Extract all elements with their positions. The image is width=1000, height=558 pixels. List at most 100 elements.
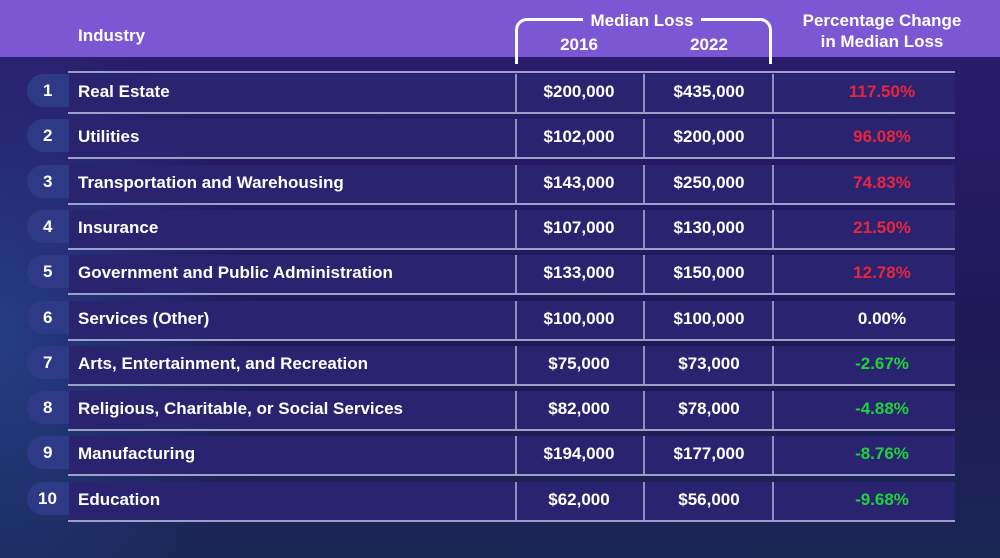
column-divider	[643, 209, 645, 248]
rank-badge: 3	[27, 164, 69, 198]
rank-badge: 6	[27, 300, 69, 334]
table-row: 10 Education $62,000 $56,000 -9.68%	[0, 477, 1000, 522]
industry-cell: Utilities	[78, 127, 140, 147]
row-band	[69, 436, 955, 475]
loss-2016-cell: $133,000	[543, 263, 615, 283]
row-band	[69, 481, 955, 520]
header-divider	[68, 71, 955, 73]
loss-2016-cell: $200,000	[543, 82, 615, 101]
column-divider	[515, 255, 517, 294]
column-divider	[772, 255, 774, 294]
column-divider	[643, 481, 645, 520]
row-divider	[68, 429, 955, 432]
year-2022-header: 2022	[690, 35, 728, 54]
column-divider	[515, 119, 517, 158]
industry-column-header: Industry	[78, 26, 146, 45]
table-row: 1 Real Estate $200,000 $435,000 117.50%	[0, 69, 1000, 114]
industry-cell: Government and Public Administration	[78, 263, 393, 283]
column-divider	[772, 300, 774, 339]
loss-2016-cell: $194,000	[543, 444, 615, 464]
percentage-change-header-line-1: Percentage Change	[802, 11, 962, 30]
industry-cell: Arts, Entertainment, and Recreation	[78, 353, 369, 373]
column-divider	[515, 300, 517, 339]
loss-2022-cell: $130,000	[673, 217, 745, 237]
row-band	[69, 300, 955, 339]
industry-cell: Transportation and Warehousing	[78, 172, 344, 192]
row-divider	[68, 383, 955, 386]
loss-2016-cell: $82,000	[548, 399, 610, 419]
row-divider	[68, 157, 955, 160]
loss-2022-cell: $100,000	[673, 308, 745, 328]
column-divider	[515, 391, 517, 430]
column-divider	[515, 436, 517, 475]
table-row: 9 Manufacturing $194,000 $177,000 -8.76%	[0, 431, 1000, 477]
percent-change-cell: -2.67%	[855, 353, 909, 373]
table-row: 8 Religious, Charitable, or Social Servic…	[0, 386, 1000, 432]
column-divider	[772, 345, 774, 384]
column-divider	[515, 164, 517, 203]
row-divider	[68, 338, 955, 341]
loss-2016-cell: $143,000	[543, 172, 615, 192]
loss-2022-cell: $73,000	[678, 353, 740, 373]
table-row: 7 Arts, Entertainment, and Recreation $75,…	[0, 341, 1000, 386]
column-divider	[515, 209, 517, 248]
industry-cell: Religious, Charitable, or Social Service…	[78, 399, 404, 419]
column-divider	[772, 164, 774, 203]
column-divider	[772, 209, 774, 248]
percent-change-cell: -8.76%	[855, 444, 909, 464]
loss-2016-cell: $62,000	[548, 489, 610, 509]
percentage-change-header: Percentage Change in Median Loss	[778, 10, 986, 52]
row-divider	[68, 293, 955, 296]
column-divider	[772, 74, 774, 112]
rank-badge: 10	[27, 481, 69, 515]
rank-badge: 9	[27, 436, 69, 470]
percent-change-cell: -9.68%	[855, 489, 909, 509]
column-divider	[772, 119, 774, 158]
industry-cell: Services (Other)	[78, 308, 210, 328]
industry-cell: Manufacturing	[78, 444, 196, 464]
industry-cell: Real Estate	[78, 82, 170, 101]
rank-badge: 2	[27, 119, 69, 153]
rank-badge: 8	[27, 391, 69, 425]
rank-badge: 7	[27, 345, 69, 379]
column-divider	[515, 345, 517, 384]
row-divider	[68, 474, 955, 477]
row-divider	[68, 519, 955, 522]
industry-cell: Insurance	[78, 217, 159, 237]
loss-2022-cell: $150,000	[673, 263, 745, 283]
column-divider	[643, 300, 645, 339]
percent-change-cell: 96.08%	[853, 127, 911, 147]
loss-2022-cell: $435,000	[673, 82, 745, 101]
column-divider	[643, 164, 645, 203]
column-divider	[643, 345, 645, 384]
column-divider	[515, 481, 517, 520]
loss-2022-cell: $177,000	[673, 444, 745, 464]
table-row: 2 Utilities $102,000 $200,000 96.08%	[0, 114, 1000, 160]
loss-2016-cell: $75,000	[548, 353, 610, 373]
row-divider	[68, 112, 955, 114]
column-divider	[772, 481, 774, 520]
year-2016-header: 2016	[560, 35, 598, 54]
percent-change-cell: 0.00%	[857, 308, 907, 328]
loss-2016-cell: $107,000	[543, 217, 615, 237]
percent-change-cell: 74.83%	[853, 172, 911, 192]
percent-change-cell: 117.50%	[848, 82, 916, 101]
loss-2022-cell: $250,000	[673, 172, 745, 192]
row-band	[69, 345, 955, 384]
rank-badge: 5	[27, 255, 69, 289]
row-band	[69, 74, 955, 112]
row-band	[69, 209, 955, 248]
percentage-change-header-line-2: in Median Loss	[820, 32, 944, 51]
row-divider	[68, 202, 955, 205]
row-band	[69, 391, 955, 430]
column-divider	[643, 74, 645, 112]
percent-change-cell: 12.78%	[853, 263, 911, 283]
column-divider	[643, 255, 645, 294]
table-row: 5 Government and Public Administration $13…	[0, 250, 1000, 296]
median-loss-header: Median Loss	[583, 11, 701, 31]
table-row: 6 Services (Other) $100,000 $100,000 0.00%	[0, 296, 1000, 341]
table-row: 3 Transportation and Warehousing $143,000 $…	[0, 160, 1000, 205]
rank-badge: 1	[27, 74, 69, 107]
loss-2016-cell: $102,000	[543, 127, 615, 147]
row-divider	[68, 247, 955, 250]
